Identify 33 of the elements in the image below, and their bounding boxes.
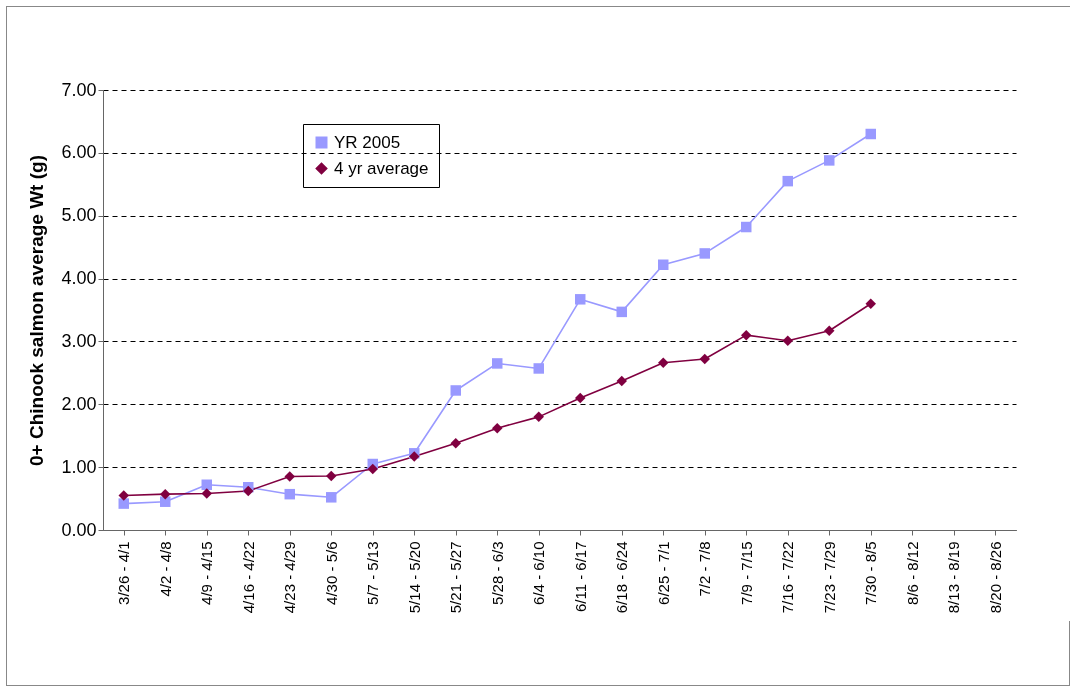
x-tick-label: 6/11 - 6/17 bbox=[571, 541, 589, 613]
legend-label: YR 2005 bbox=[334, 132, 401, 152]
y-tick-label: 0.00 bbox=[61, 519, 97, 540]
x-tick-label: 8/6 - 8/12 bbox=[903, 541, 921, 605]
x-tick-label: 8/20 - 8/26 bbox=[986, 541, 1004, 614]
x-tick-label: 4/23 - 4/29 bbox=[281, 541, 299, 614]
x-tick-label: 5/14 - 5/20 bbox=[405, 541, 423, 614]
x-tick-label: 3/26 - 4/1 bbox=[115, 541, 133, 605]
y-tick-label: 3.00 bbox=[61, 330, 97, 351]
y-tick-label: 7.00 bbox=[61, 79, 97, 100]
x-tick-label: 5/28 - 6/3 bbox=[488, 541, 506, 605]
y-axis-title: 0+ Chinook salmon average Wt (g) bbox=[26, 155, 48, 466]
y-tick-label: 6.00 bbox=[61, 142, 97, 163]
x-tick-label: 4/16 - 4/22 bbox=[239, 541, 257, 614]
x-tick-label: 7/16 - 7/22 bbox=[779, 541, 797, 614]
x-tick-label: 7/30 - 8/5 bbox=[862, 541, 880, 605]
y-tick-label: 5.00 bbox=[61, 205, 97, 226]
x-tick-label: 4/30 - 5/6 bbox=[322, 541, 340, 605]
x-tick-label: 5/7 - 5/13 bbox=[364, 541, 382, 605]
x-tick-label: 6/4 - 6/10 bbox=[530, 541, 548, 605]
x-tick-label: 7/9 - 7/15 bbox=[737, 541, 755, 605]
y-tick-label: 4.00 bbox=[61, 268, 97, 289]
x-tick-label: 7/2 - 7/8 bbox=[696, 541, 714, 597]
y-tick-label: 1.00 bbox=[61, 456, 97, 477]
x-tick-label: 8/13 - 8/19 bbox=[945, 541, 963, 614]
y-tick-label: 2.00 bbox=[61, 393, 97, 414]
x-tick-label: 5/21 - 5/27 bbox=[447, 541, 465, 614]
x-tick-label: 6/25 - 7/1 bbox=[654, 541, 672, 605]
x-tick-label: 7/23 - 7/29 bbox=[820, 541, 838, 614]
x-tick-label: 4/2 - 4/8 bbox=[156, 541, 174, 597]
x-tick-label: 6/18 - 6/24 bbox=[613, 541, 631, 614]
legend-label: 4 yr average bbox=[334, 158, 429, 178]
x-tick-label: 4/9 - 4/15 bbox=[198, 541, 216, 605]
